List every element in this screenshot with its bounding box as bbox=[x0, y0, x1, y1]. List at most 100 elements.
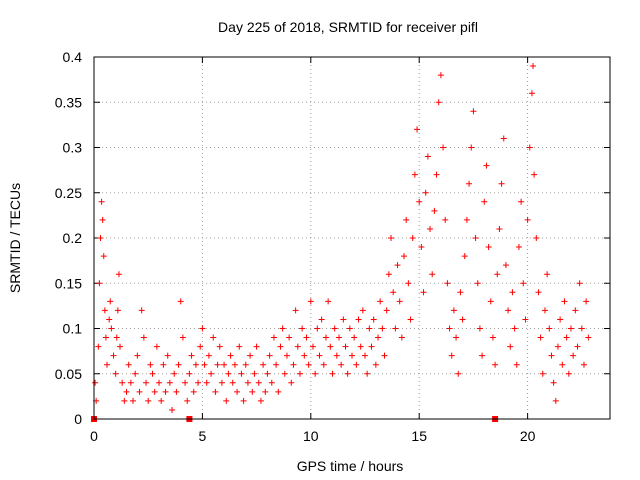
data-point bbox=[531, 171, 538, 178]
y-tick-label: 0.05 bbox=[55, 366, 82, 382]
data-point bbox=[273, 361, 280, 368]
data-point bbox=[450, 307, 457, 314]
data-point bbox=[270, 334, 277, 341]
data-point bbox=[101, 307, 108, 314]
data-point bbox=[169, 406, 176, 413]
data-point bbox=[563, 334, 570, 341]
data-point bbox=[98, 198, 105, 205]
data-point bbox=[156, 379, 163, 386]
data-point bbox=[431, 207, 438, 214]
data-point bbox=[149, 370, 156, 377]
data-point bbox=[448, 352, 455, 359]
data-point bbox=[355, 316, 362, 323]
data-point bbox=[427, 225, 434, 232]
data-point bbox=[325, 298, 332, 305]
data-point bbox=[457, 289, 464, 296]
data-point bbox=[470, 108, 477, 115]
data-point bbox=[97, 235, 104, 241]
data-point bbox=[179, 334, 186, 341]
data-point bbox=[197, 343, 204, 350]
data-point bbox=[329, 370, 336, 377]
data-point bbox=[327, 343, 334, 350]
data-point bbox=[405, 280, 412, 287]
data-point bbox=[442, 216, 449, 223]
data-point bbox=[296, 370, 303, 377]
y-axis-label: SRMTID / TECUs bbox=[7, 183, 23, 293]
data-point bbox=[496, 225, 503, 232]
data-point bbox=[362, 352, 369, 359]
data-point bbox=[223, 397, 230, 404]
data-point bbox=[366, 325, 373, 332]
data-point bbox=[461, 253, 468, 260]
data-point bbox=[190, 388, 197, 395]
data-point bbox=[277, 343, 284, 350]
data-point bbox=[195, 379, 202, 386]
data-point bbox=[281, 370, 288, 377]
data-point bbox=[492, 361, 499, 368]
data-point bbox=[294, 343, 301, 350]
data-point bbox=[368, 343, 375, 350]
data-point bbox=[505, 307, 512, 314]
data-point bbox=[498, 180, 505, 187]
data-point bbox=[318, 316, 325, 323]
data-point bbox=[320, 361, 327, 368]
data-point bbox=[433, 171, 440, 178]
data-point bbox=[212, 388, 219, 395]
data-point bbox=[424, 153, 431, 160]
data-point bbox=[429, 271, 436, 278]
data-point bbox=[138, 307, 145, 314]
data-point bbox=[411, 171, 418, 178]
data-point bbox=[459, 316, 466, 323]
data-point bbox=[262, 388, 269, 395]
data-point bbox=[257, 397, 264, 404]
data-point bbox=[398, 334, 405, 341]
data-point bbox=[268, 379, 275, 386]
data-point bbox=[507, 343, 514, 350]
data-point bbox=[446, 325, 453, 332]
data-point bbox=[396, 298, 403, 305]
data-point bbox=[234, 388, 241, 395]
y-tick-label: 0.1 bbox=[63, 321, 83, 337]
data-point bbox=[307, 298, 314, 305]
data-point bbox=[463, 216, 470, 223]
data-point bbox=[279, 325, 286, 332]
data-point bbox=[238, 370, 245, 377]
data-point bbox=[437, 72, 444, 79]
data-point bbox=[403, 216, 410, 223]
data-point bbox=[550, 379, 557, 386]
data-point bbox=[565, 370, 572, 377]
data-point bbox=[385, 271, 392, 278]
data-point bbox=[453, 334, 460, 341]
data-point bbox=[292, 307, 299, 314]
data-point bbox=[331, 325, 338, 332]
chart-title: Day 225 of 2018, SRMTID for receiver pif… bbox=[218, 19, 478, 35]
data-point bbox=[394, 262, 401, 269]
data-point bbox=[372, 361, 379, 368]
data-point bbox=[401, 253, 408, 260]
data-point bbox=[123, 388, 130, 395]
data-point bbox=[513, 361, 520, 368]
data-point bbox=[305, 361, 312, 368]
data-point bbox=[515, 244, 522, 251]
data-point bbox=[106, 316, 113, 323]
y-tick-label: 0.25 bbox=[55, 185, 82, 201]
data-point bbox=[175, 361, 182, 368]
data-point bbox=[117, 343, 124, 350]
data-point bbox=[583, 298, 590, 305]
data-point bbox=[509, 289, 516, 296]
data-point bbox=[231, 361, 238, 368]
data-point bbox=[205, 352, 212, 359]
data-point bbox=[455, 370, 462, 377]
data-point bbox=[186, 370, 193, 377]
data-point bbox=[102, 334, 109, 341]
data-point bbox=[576, 280, 583, 287]
data-point bbox=[537, 334, 544, 341]
data-point bbox=[561, 298, 568, 305]
data-point bbox=[275, 388, 282, 395]
data-point bbox=[511, 325, 518, 332]
data-point bbox=[342, 343, 349, 350]
data-point bbox=[145, 397, 152, 404]
data-point bbox=[370, 316, 377, 323]
data-point bbox=[344, 370, 351, 377]
